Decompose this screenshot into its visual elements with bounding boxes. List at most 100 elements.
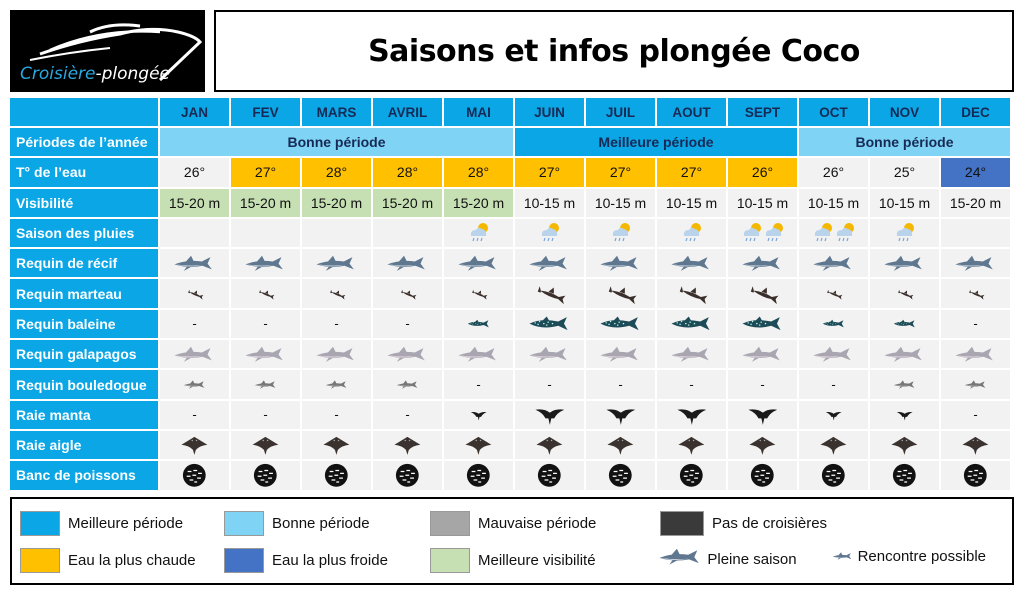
shark-small-icon <box>832 548 854 565</box>
species-none: - <box>941 400 1010 429</box>
reef-shark-icon <box>315 255 358 272</box>
legend-bad-period: Mauvaise période <box>430 511 596 536</box>
species-cell <box>515 279 584 308</box>
logo-text: Croisière-plongée <box>20 64 171 84</box>
reef-shark-icon <box>386 255 429 272</box>
visibility-cell: 10-15 m <box>657 188 726 217</box>
rain-cell <box>799 218 868 248</box>
species-cell <box>373 340 442 369</box>
species-cell <box>870 309 939 339</box>
species-cell <box>728 340 797 369</box>
species-cell <box>657 309 726 339</box>
fish-school-icon <box>394 462 421 489</box>
whale-shark-icon <box>741 315 784 332</box>
warmest-swatch <box>20 548 60 573</box>
visibility-cell: 15-20 m <box>302 188 371 217</box>
boat-icon <box>29 23 203 82</box>
species-cell <box>799 461 868 490</box>
whale-shark-icon <box>599 315 642 332</box>
reef-shark-icon <box>599 255 642 272</box>
hammerhead-shark-icon <box>966 288 986 300</box>
legend-label: Bonne période <box>272 515 370 532</box>
eagle-ray-icon <box>890 434 919 456</box>
fish-school-icon <box>749 462 776 489</box>
legend: Meilleure période Bonne période Mauvaise… <box>10 497 1014 585</box>
table-corner <box>10 98 158 126</box>
species-cell <box>444 340 513 369</box>
species-none: - <box>941 309 1010 339</box>
month-header: DEC <box>941 98 1010 126</box>
species-cell <box>373 249 442 278</box>
whale-shark-icon <box>822 319 846 329</box>
hammerhead-shark-icon <box>674 283 710 305</box>
species-cell <box>373 461 442 490</box>
rain-cell <box>657 218 726 248</box>
legend-best-period: Meilleure période <box>20 511 183 536</box>
species-cell <box>941 461 1010 490</box>
species-cell <box>728 430 797 460</box>
species-cell <box>586 309 655 339</box>
species-cell <box>302 461 371 490</box>
species-cell <box>586 430 655 460</box>
rain-cloud-icon <box>468 222 490 245</box>
fish-school-icon <box>536 462 563 489</box>
row-label-visibility: Visibilité <box>10 188 158 217</box>
species-cell <box>160 461 229 490</box>
hammerhead-shark-icon <box>895 288 915 300</box>
row-label-species: Raie manta <box>10 400 158 429</box>
hammerhead-shark-icon <box>398 288 418 300</box>
legend-warmest: Eau la plus chaude <box>20 548 196 573</box>
period-good: Bonne période <box>160 128 513 157</box>
fish-school-icon <box>820 462 847 489</box>
species-cell <box>231 340 300 369</box>
species-cell <box>373 370 442 399</box>
page-title: Saisons et infos plongée Coco <box>368 33 860 69</box>
species-cell <box>231 461 300 490</box>
species-cell <box>515 309 584 339</box>
species-cell <box>302 430 371 460</box>
species-cell <box>160 370 229 399</box>
visibility-cell: 10-15 m <box>728 188 797 217</box>
species-cell <box>231 430 300 460</box>
species-cell <box>728 461 797 490</box>
manta-ray-icon <box>534 404 566 426</box>
row-label-rain: Saison des pluies <box>10 218 158 248</box>
species-cell <box>586 461 655 490</box>
month-header: NOV <box>870 98 939 126</box>
rain-cell <box>941 218 1010 248</box>
row-label-species: Requin marteau <box>10 279 158 308</box>
whale-shark-icon <box>670 315 713 332</box>
species-none: - <box>515 370 584 399</box>
visibility-swatch <box>430 548 470 573</box>
month-header: JUIL <box>586 98 655 126</box>
species-none: - <box>586 370 655 399</box>
reef-shark-icon <box>741 255 784 272</box>
species-none: - <box>373 309 442 339</box>
fish-school-icon <box>465 462 492 489</box>
month-header: JAN <box>160 98 229 126</box>
species-cell <box>657 249 726 278</box>
species-cell <box>870 340 939 369</box>
eagle-ray-icon <box>961 434 990 456</box>
rain-cell <box>302 218 371 248</box>
visibility-cell: 10-15 m <box>515 188 584 217</box>
legend-label: Eau la plus froide <box>272 552 388 569</box>
species-cell <box>799 249 868 278</box>
month-header: JUIN <box>515 98 584 126</box>
species-cell <box>444 279 513 308</box>
species-cell <box>586 400 655 429</box>
title-box: Saisons et infos plongée Coco <box>214 10 1014 92</box>
species-cell <box>870 461 939 490</box>
row-label-species: Raie aigle <box>10 430 158 460</box>
species-cell <box>657 340 726 369</box>
manta-ray-icon <box>896 409 913 421</box>
species-cell <box>799 430 868 460</box>
galapagos-shark-icon <box>315 346 358 363</box>
hammerhead-shark-icon <box>603 283 639 305</box>
species-cell <box>728 279 797 308</box>
rain-cell <box>160 218 229 248</box>
eagle-ray-icon <box>677 434 706 456</box>
species-cell <box>160 340 229 369</box>
eagle-ray-icon <box>251 434 280 456</box>
bull-shark-icon <box>893 380 917 390</box>
